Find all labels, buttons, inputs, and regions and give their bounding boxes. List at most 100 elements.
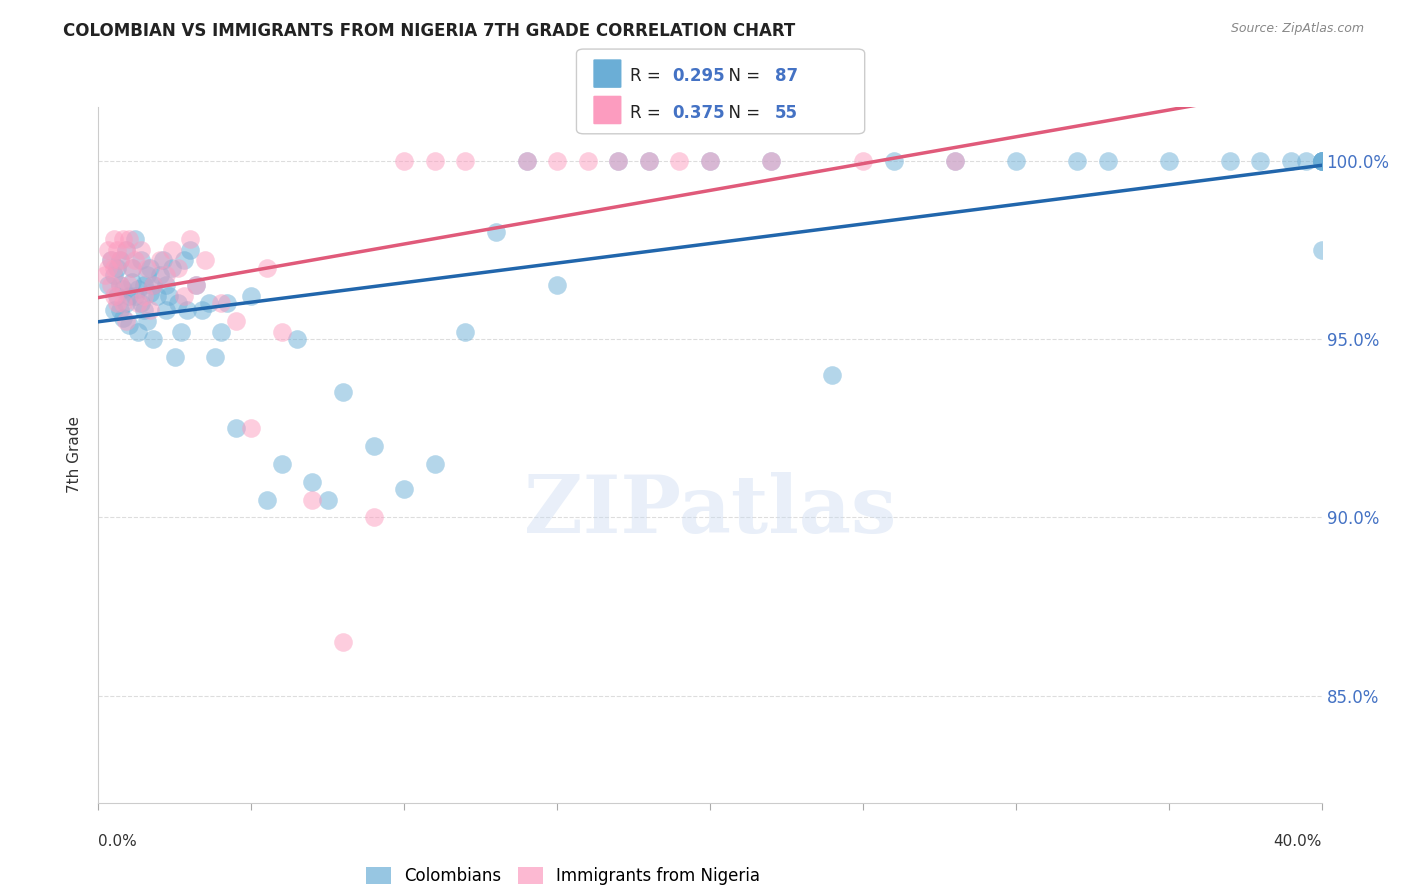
Point — [270, 457, 294, 471]
Point — [179, 243, 201, 257]
Text: 55: 55 — [775, 103, 797, 121]
Point — [332, 385, 354, 400]
Point — [1219, 153, 1241, 168]
Point — [761, 153, 783, 168]
Point — [149, 253, 172, 268]
Point — [197, 296, 219, 310]
Point — [699, 153, 721, 168]
Point — [105, 260, 128, 275]
Point — [209, 325, 232, 339]
Point — [638, 153, 661, 168]
Point — [1310, 153, 1333, 168]
Point — [152, 253, 174, 268]
Text: 87: 87 — [775, 67, 797, 86]
Text: 0.295: 0.295 — [672, 67, 724, 86]
Point — [225, 314, 247, 328]
Point — [134, 289, 156, 303]
Point — [139, 260, 162, 275]
Point — [142, 332, 165, 346]
Point — [363, 510, 385, 524]
Point — [186, 278, 208, 293]
Point — [127, 325, 149, 339]
Point — [179, 232, 201, 246]
Point — [111, 310, 134, 325]
Point — [1295, 153, 1317, 168]
Point — [155, 303, 177, 318]
Point — [103, 232, 125, 246]
Point — [136, 260, 159, 275]
Point — [256, 260, 278, 275]
Point — [173, 289, 195, 303]
Point — [105, 296, 128, 310]
Point — [1310, 243, 1333, 257]
Point — [285, 332, 308, 346]
Point — [607, 153, 630, 168]
Point — [97, 260, 120, 275]
Point — [124, 289, 146, 303]
Point — [103, 260, 125, 275]
Point — [124, 253, 146, 268]
Point — [129, 296, 152, 310]
Legend: Colombians, Immigrants from Nigeria: Colombians, Immigrants from Nigeria — [366, 867, 761, 885]
Point — [136, 314, 159, 328]
Point — [121, 260, 143, 275]
Point — [883, 153, 905, 168]
Point — [576, 153, 599, 168]
Point — [157, 289, 180, 303]
Point — [160, 260, 183, 275]
Point — [1310, 153, 1333, 168]
Point — [423, 457, 446, 471]
Point — [194, 253, 217, 268]
Point — [516, 153, 538, 168]
Point — [270, 325, 294, 339]
Point — [139, 285, 162, 300]
Point — [134, 278, 156, 293]
Point — [103, 289, 125, 303]
Point — [100, 253, 122, 268]
Point — [761, 153, 783, 168]
Point — [668, 153, 690, 168]
Text: Source: ZipAtlas.com: Source: ZipAtlas.com — [1230, 22, 1364, 36]
Point — [155, 278, 177, 293]
Point — [118, 232, 141, 246]
Point — [121, 260, 143, 275]
Point — [111, 282, 134, 296]
Point — [163, 350, 186, 364]
Point — [173, 253, 195, 268]
Point — [209, 296, 232, 310]
Point — [127, 296, 149, 310]
Text: 40.0%: 40.0% — [1274, 834, 1322, 849]
Text: N =: N = — [718, 67, 766, 86]
Point — [118, 318, 141, 332]
Point — [516, 153, 538, 168]
Point — [1310, 153, 1333, 168]
Point — [215, 296, 238, 310]
Point — [256, 492, 278, 507]
Point — [115, 296, 138, 310]
Point — [485, 225, 508, 239]
Point — [392, 153, 416, 168]
Point — [167, 260, 190, 275]
Point — [1157, 153, 1180, 168]
Point — [111, 296, 134, 310]
Point — [149, 268, 172, 282]
Point — [1279, 153, 1302, 168]
Point — [115, 243, 138, 257]
Point — [142, 278, 165, 293]
Point — [1310, 153, 1333, 168]
Point — [240, 289, 263, 303]
Point — [1310, 153, 1333, 168]
Point — [129, 243, 152, 257]
Point — [118, 278, 141, 293]
Point — [118, 289, 141, 303]
Point — [136, 268, 159, 282]
Point — [546, 153, 568, 168]
Point — [103, 303, 125, 318]
Point — [127, 282, 149, 296]
Point — [97, 278, 120, 293]
Text: N =: N = — [718, 103, 766, 121]
Point — [100, 253, 122, 268]
Point — [129, 253, 152, 268]
Point — [607, 153, 630, 168]
Point — [100, 278, 122, 293]
